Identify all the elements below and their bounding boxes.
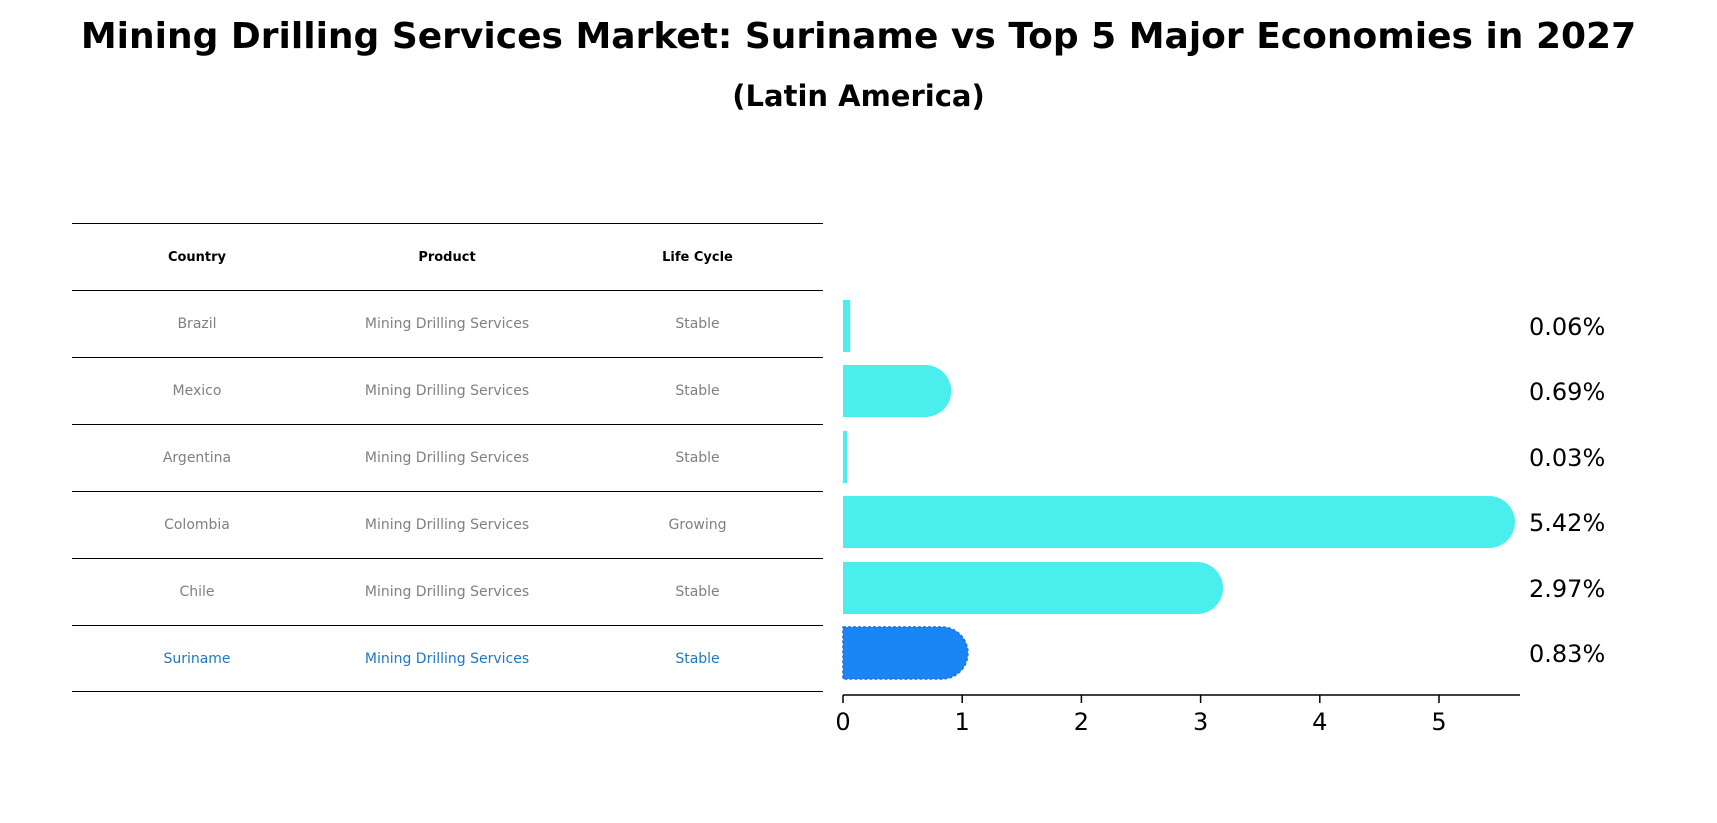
x-tick-label: 1 — [955, 708, 970, 736]
bar-suriname — [842, 626, 969, 680]
cell-product: Mining Drilling Services — [364, 517, 530, 533]
table-row: Chile Mining Drilling Services Stable — [72, 558, 823, 625]
x-tick-label: 4 — [1312, 708, 1327, 736]
cell-life-cycle: Stable — [675, 650, 720, 667]
x-tick-label: 3 — [1193, 708, 1208, 736]
bar-mexico — [843, 365, 952, 417]
data-label: 2.97% — [1529, 575, 1605, 603]
cell-country: Suriname — [163, 650, 231, 667]
bar-colombia — [843, 496, 1516, 548]
cell-country: Argentina — [162, 450, 232, 466]
cell-product: Mining Drilling Services — [364, 383, 530, 399]
cell-life-cycle: Stable — [675, 584, 720, 600]
cell-life-cycle: Stable — [675, 383, 720, 399]
table-row: Colombia Mining Drilling Services Growin… — [72, 491, 823, 558]
header-product: Product — [418, 249, 476, 265]
table-row-highlighted: Suriname Mining Drilling Services Stable — [72, 625, 823, 692]
x-tick-label: 5 — [1431, 708, 1446, 736]
data-label: 0.83% — [1529, 640, 1605, 668]
cell-country: Chile — [179, 584, 215, 600]
cell-life-cycle: Stable — [675, 450, 720, 466]
bar-chile — [843, 562, 1224, 614]
cell-product: Mining Drilling Services — [364, 584, 530, 600]
cell-life-cycle: Growing — [668, 517, 727, 533]
table-header-row: Country Product Life Cycle — [72, 223, 823, 290]
cell-country: Colombia — [164, 517, 230, 533]
chart-title: Mining Drilling Services Market: Surinam… — [80, 16, 1637, 57]
header-life-cycle: Life Cycle — [662, 249, 733, 265]
chart-subtitle: (Latin America) — [732, 79, 985, 113]
cell-product: Mining Drilling Services — [364, 316, 530, 332]
table-row: Brazil Mining Drilling Services Stable — [72, 290, 823, 357]
data-label: 0.69% — [1529, 378, 1605, 406]
x-tick-label: 0 — [835, 708, 850, 736]
data-label: 0.03% — [1529, 444, 1605, 472]
data-label: 0.06% — [1529, 313, 1605, 341]
cell-product: Mining Drilling Services — [364, 650, 530, 667]
data-label: 5.42% — [1529, 509, 1605, 537]
cell-country: Brazil — [177, 316, 217, 332]
table-row: Mexico Mining Drilling Services Stable — [72, 357, 823, 424]
bar-brazil — [843, 300, 851, 352]
data-table: Country Product Life Cycle Brazil Mining… — [72, 223, 823, 692]
x-tick-label: 2 — [1074, 708, 1089, 736]
cell-life-cycle: Stable — [675, 316, 720, 332]
cell-country: Mexico — [172, 383, 222, 399]
cell-product: Mining Drilling Services — [364, 450, 530, 466]
header-country: Country — [167, 249, 227, 265]
table-row: Argentina Mining Drilling Services Stabl… — [72, 424, 823, 491]
bar-argentina — [843, 431, 847, 483]
